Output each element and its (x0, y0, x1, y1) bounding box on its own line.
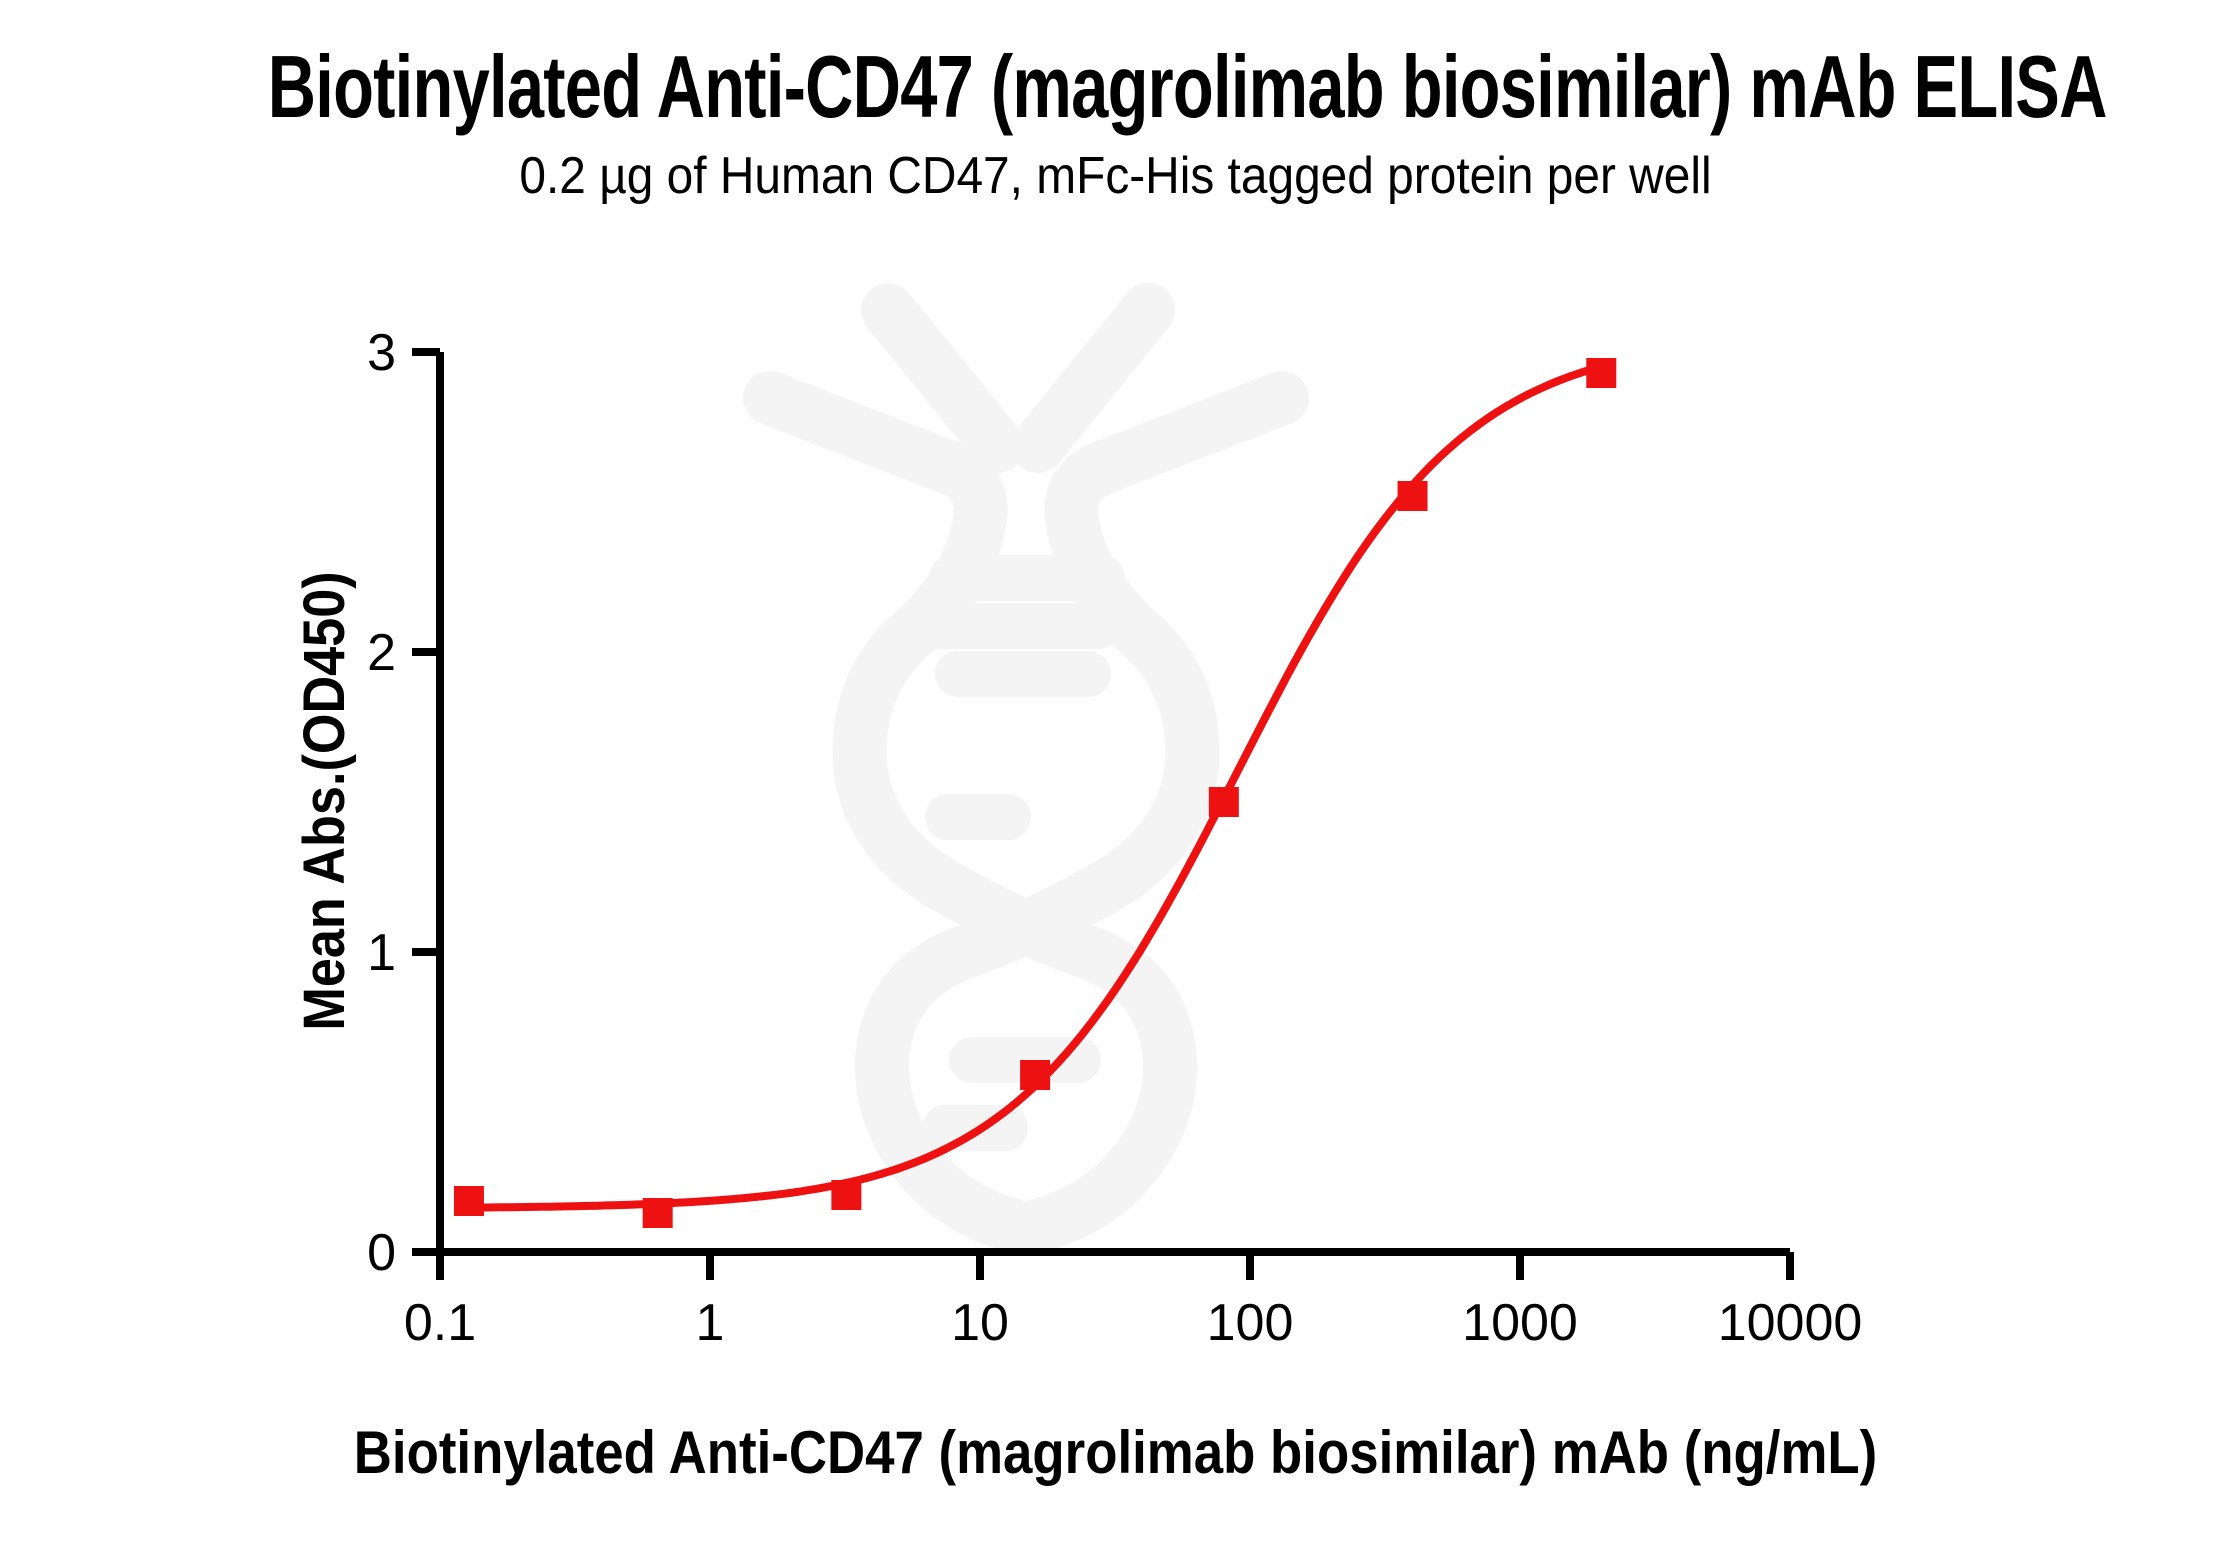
data-point-marker (1020, 1060, 1051, 1090)
x-axis-title: Biotinylated Anti-CD47 (magrolimab biosi… (353, 1419, 1878, 1486)
data-point-marker (831, 1180, 862, 1210)
data-point-marker (453, 1186, 484, 1216)
x-tick-label: 1000 (1462, 1294, 1578, 1352)
x-tick-label: 100 (1207, 1294, 1294, 1352)
plot-root: 0.1 1 10 100 1000 10000 0 1 2 3 (367, 324, 1862, 1352)
data-point-marker (1586, 358, 1617, 388)
x-tick-label: 10000 (1718, 1294, 1863, 1352)
y-tick-label: 1 (367, 924, 396, 982)
x-tick-label: 10 (951, 1294, 1009, 1352)
x-tick-label: 1 (696, 1294, 725, 1352)
y-axis-title: Mean Abs.(OD450) (292, 571, 357, 1031)
y-tick-label: 3 (367, 324, 396, 382)
dna-helix-watermark-icon (743, 283, 1309, 1252)
x-tick-label: 0.1 (404, 1294, 476, 1352)
chart-title: Biotinylated Anti-CD47 (magrolimab biosi… (267, 37, 2108, 136)
data-point-marker (642, 1198, 673, 1228)
data-point-marker (1208, 787, 1239, 817)
y-tick-label: 0 (367, 1224, 396, 1282)
chart-subtitle: 0.2 µg of Human CD47, mFc-His tagged pro… (519, 147, 1712, 205)
y-tick-label: 2 (367, 624, 396, 682)
data-point-marker (1397, 481, 1428, 511)
